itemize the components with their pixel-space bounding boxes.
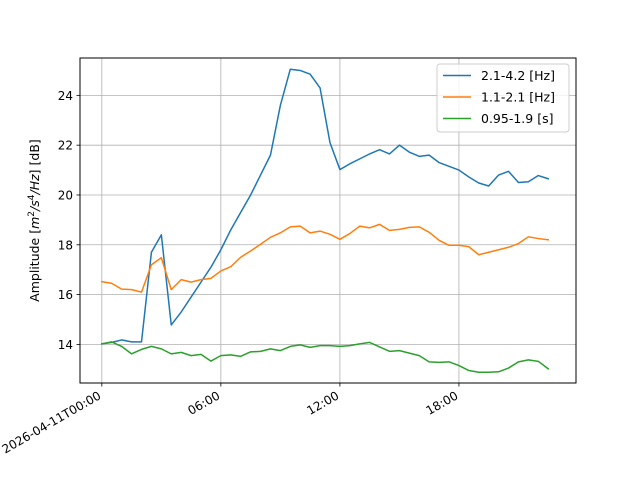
y-tick-label: 22 <box>58 139 73 153</box>
y-tick-label: 20 <box>58 188 73 202</box>
series-lines <box>100 68 550 374</box>
legend: 2.1-4.2 [Hz] 1.1-2.1 [Hz] 0.95-1.9 [s] <box>436 63 570 133</box>
legend-frame <box>436 63 570 133</box>
grid <box>80 58 576 383</box>
y-axis: 14 16 18 20 22 24 <box>58 89 80 352</box>
y-axis-title: Amplitude [m2/s4/Hz] [dB] <box>27 139 42 302</box>
y-tick-label: 14 <box>58 338 73 352</box>
y-tick-label: 16 <box>58 288 73 302</box>
y-tick-label: 24 <box>58 89 73 103</box>
legend-label: 1.1-2.1 [Hz] <box>481 90 555 105</box>
series-line <box>100 68 550 345</box>
legend-label: 0.95-1.9 [s] <box>481 111 553 126</box>
series-line <box>100 223 550 293</box>
legend-label: 2.1-4.2 [Hz] <box>481 68 555 83</box>
y-tick-label: 18 <box>58 238 73 252</box>
series-line <box>100 341 550 374</box>
plot-frame <box>79 57 577 384</box>
